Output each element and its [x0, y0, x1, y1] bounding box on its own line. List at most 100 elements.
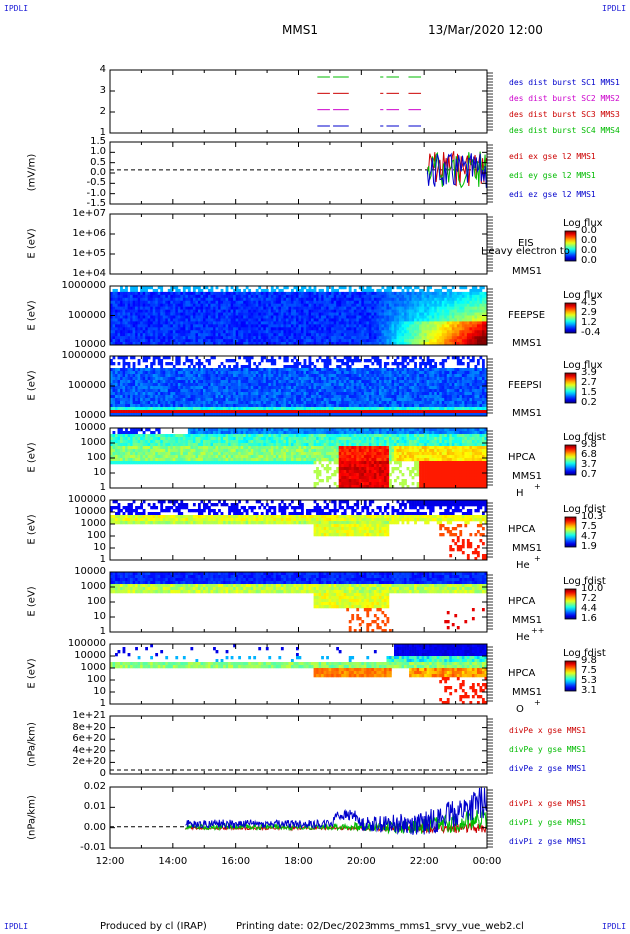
colorbar-hpca_h [564, 444, 577, 476]
ytick-label: 1000 [80, 518, 106, 529]
colorbar-label: 3.9 [581, 367, 597, 378]
overlay-label: Heavy electron to [481, 246, 570, 257]
divpi-series-2 [185, 809, 488, 835]
ytick-label: 100000 [67, 494, 106, 505]
ytick-label: -1.5 [86, 198, 106, 209]
colorbar-title: Log flux [563, 360, 603, 371]
legend-entry: edi ey gse l2 MMS1 [509, 171, 596, 180]
legend-entry: divPe x gse MMS1 [509, 726, 587, 735]
ytick-label: 10 [93, 611, 106, 622]
colorbar-label: 3.7 [581, 459, 597, 470]
legend-entry: divPe z gse MMS1 [509, 764, 587, 773]
ytick-label: 1.0 [90, 146, 106, 158]
ytick-label: 100 [86, 452, 106, 463]
y-axis-title: E (eV) [26, 442, 38, 473]
corner-tag-bottom-right: IPDLI [602, 922, 627, 931]
colorbar-label: 10.0 [581, 583, 604, 594]
ytick-label: 3 [99, 85, 106, 96]
colorbar-title: Log fdist [563, 648, 606, 659]
spacecraft-label: MMS1 [512, 687, 542, 698]
spectrogram-feepse [110, 286, 488, 346]
spectrogram-hpca_hepp [110, 572, 488, 633]
edi-series-2 [426, 151, 487, 189]
y-axis-title: (mV/m) [26, 153, 38, 192]
spectrogram-hpca_h [110, 428, 488, 489]
xtick-label: 12:00 [95, 856, 125, 867]
charge-label: + [534, 482, 541, 491]
legend-entry: edi ez gse l2 MMS1 [509, 190, 596, 199]
colorbar-label: 9.8 [581, 439, 597, 450]
corner-tag-top-left: IPDLI [4, 4, 29, 13]
ytick-label: 8e+20 [72, 721, 106, 733]
ytick-label: 1 [99, 482, 106, 493]
ytick-label: 100000 [67, 309, 106, 321]
corner-tag-top-right: IPDLI [602, 4, 627, 13]
ytick-label: 1000 [80, 581, 106, 592]
ytick-label: 0.02 [83, 781, 106, 792]
ytick-label: -0.5 [86, 177, 106, 189]
ytick-label: 10000 [74, 410, 106, 421]
charge-label: ++ [531, 626, 545, 635]
spacecraft-label: MMS1 [512, 615, 542, 626]
legend-entry: divPi x gse MMS1 [509, 799, 587, 808]
ytick-label: 0.0 [90, 167, 106, 178]
y-axis-title: (nPa/km) [26, 794, 38, 840]
xtick-label: 16:00 [221, 856, 251, 867]
ytick-label: 1e+06 [72, 228, 106, 239]
instrument-label: EIS [518, 238, 534, 249]
species-label: O [516, 704, 524, 715]
colorbar-title: Log fdist [563, 432, 606, 443]
colorbar-label: 10.3 [581, 511, 604, 522]
legend-entry: divPe y gse MMS1 [509, 745, 587, 754]
spacecraft-title: MMS1 [282, 23, 318, 37]
legend-entry: des dist burst SC3 MMS3 [509, 110, 620, 119]
ytick-label: 10 [93, 686, 106, 697]
ytick-label: 10000 [74, 566, 106, 577]
spacecraft-label: MMS1 [512, 471, 542, 482]
ytick-label: 100000 [67, 380, 106, 391]
colorbar-label: 0.0 [581, 225, 597, 236]
colorbar-label: 0.0 [581, 255, 597, 266]
colorbar-title: Log fdist [563, 576, 606, 587]
ytick-label: 0 [99, 768, 106, 779]
species-label: H [516, 488, 524, 499]
colorbar-label: 3.1 [581, 685, 597, 696]
legend-entry: edi ex gse l2 MMS1 [509, 152, 596, 161]
y-axis-title: E (eV) [26, 370, 38, 401]
instrument-label: HPCA [508, 596, 536, 607]
colorbar-label: 2.7 [581, 377, 597, 388]
colorbar-title: Log flux [563, 218, 603, 229]
colorbar-eis [564, 230, 577, 262]
y-axis-title: E (eV) [26, 228, 38, 259]
colorbar-label: 2.9 [581, 307, 597, 318]
ytick-label: 1000 [80, 662, 106, 673]
spacecraft-label: MMS1 [512, 543, 542, 554]
xtick-label: 00:00 [472, 856, 502, 867]
panel-frame-burst [109, 69, 488, 134]
ytick-label: 10 [93, 467, 106, 478]
colorbar-label: 5.3 [581, 675, 597, 686]
colorbar-label: 4.5 [581, 297, 597, 308]
colorbar-label: 4.4 [581, 603, 597, 614]
colorbar-label: 7.5 [581, 521, 597, 532]
spectrogram-feepsi [110, 356, 488, 417]
colorbar-label: 4.7 [581, 531, 597, 542]
spacecraft-label: MMS1 [512, 338, 542, 349]
legend-entry: divPi z gse MMS1 [509, 837, 587, 846]
ytick-label: 0.5 [90, 156, 106, 168]
instrument-label: FEEPSE [508, 310, 546, 321]
ytick-label: 1000000 [61, 350, 106, 361]
ytick-label: 100000 [67, 638, 106, 649]
ytick-label: 1e+05 [72, 248, 106, 259]
ytick-label: 1000000 [61, 280, 106, 291]
ytick-label: 100 [86, 530, 106, 541]
colorbar-hpca_o [564, 660, 577, 692]
spectrogram-hpca_he [110, 500, 488, 561]
ytick-label: 100 [86, 674, 106, 685]
ytick-label: 2e+20 [72, 756, 106, 768]
species-label: He [516, 632, 530, 643]
colorbar-label: 1.6 [581, 613, 597, 624]
colorbar-title: Log flux [563, 290, 603, 301]
charge-label: + [534, 698, 541, 707]
ytick-label: 0.00 [83, 821, 106, 833]
